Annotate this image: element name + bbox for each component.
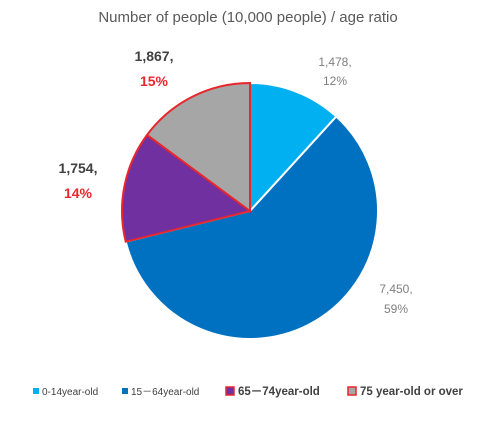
data-labels: 1,478, 12% 7,450, 59% 1,754, 14% 1,867, 15% <box>59 48 413 316</box>
pie-slice-0-14year-old <box>249 81 338 214</box>
legend-swatch-15-64year-old <box>122 388 128 394</box>
legend-label-0-14year-old: 0-14year-old <box>42 387 98 398</box>
data-label-percent-65-74year-old: 14% <box>64 185 93 201</box>
data-label-percent-0-14year-old: 12% <box>323 74 347 88</box>
data-label-value-0-14year-old: 1,478, <box>318 55 351 69</box>
pie-slice-15-64year-old <box>124 115 379 340</box>
pie-slice-75-year-old-or-over <box>145 81 251 213</box>
pie-slices <box>121 81 379 340</box>
legend-label-65-74year-old: 65－74year-old <box>238 386 320 398</box>
data-label-value-65-74year-old: 1,754, <box>59 160 98 176</box>
data-label-percent-75-year-old-or-over: 15% <box>140 73 169 89</box>
data-label-value-75-year-old-or-over: 1,867, <box>135 48 174 64</box>
legend-swatch-75-year-old-or-over <box>347 386 357 396</box>
legend: 0-14year-old 15－64year-old 65－74year-old 75… <box>33 386 463 398</box>
legend-label-75-year-old-or-over: 75 year-old or over <box>360 386 463 398</box>
data-label-value-15-64year-old: 7,450, <box>379 282 412 296</box>
chart-title: Number of people (10,000 people) / age r… <box>98 9 397 26</box>
data-label-percent-15-64year-old: 59% <box>384 302 408 316</box>
legend-swatch-65-74year-old <box>225 386 235 396</box>
legend-swatch-0-14year-old <box>33 388 39 394</box>
pie-slice-65-74year-old <box>121 133 253 243</box>
legend-label-15-64year-old: 15－64year-old <box>131 387 199 398</box>
